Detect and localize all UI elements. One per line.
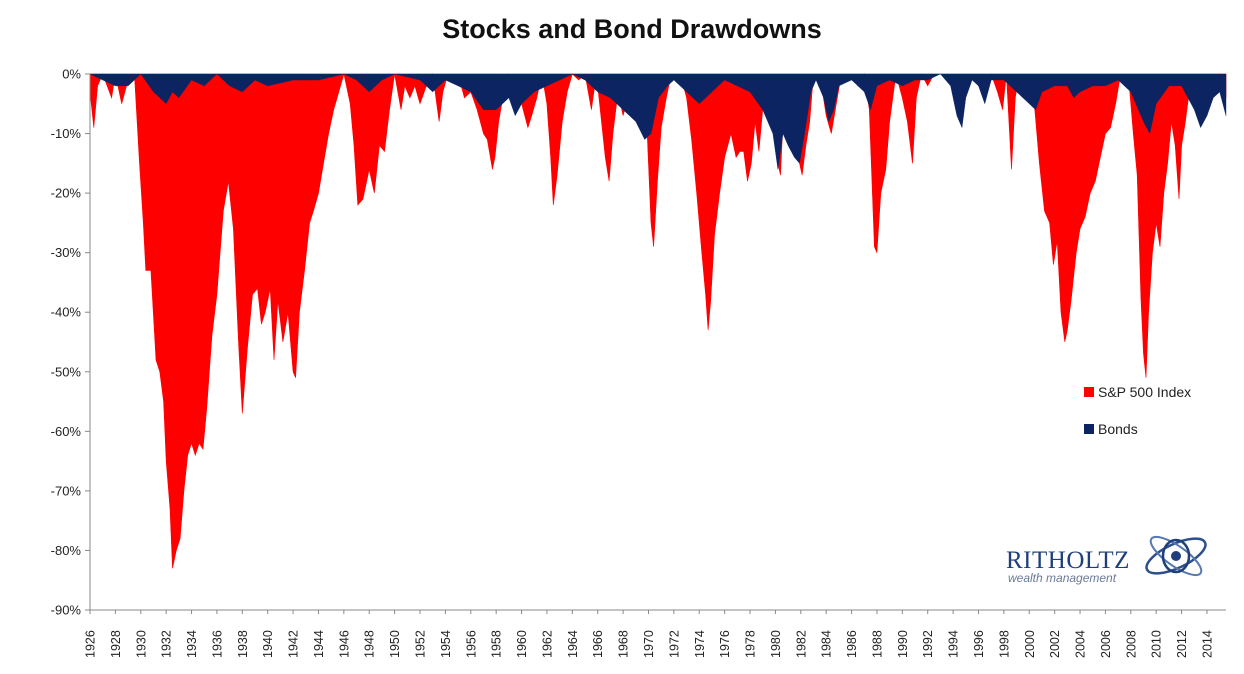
ritholtz-logo: RITHOLTZ wealth management	[1006, 535, 1207, 585]
chart-title: Stocks and Bond Drawdowns	[442, 14, 822, 44]
y-tick-label: -20%	[51, 186, 82, 201]
x-tick-label: 1994	[947, 630, 961, 658]
x-tick-label: 1938	[236, 630, 250, 658]
x-tick-label: 1998	[997, 630, 1011, 658]
x-tick-label: 1982	[794, 630, 808, 658]
x-tick-label: 2008	[1124, 630, 1138, 658]
x-tick-label: 2014	[1200, 630, 1214, 658]
x-axis: 1926 1928 1930 1932 1934 1936 1938 1940 1942 1944…	[84, 609, 1226, 658]
x-tick-label: 1952	[414, 630, 428, 658]
x-tick-label: 1942	[287, 630, 301, 658]
x-tick-label: 1934	[185, 630, 199, 658]
x-tick-label: 1950	[388, 630, 402, 658]
y-tick-label: -70%	[51, 483, 82, 498]
y-axis: 0% -10% -20% -30% -40% -50% -60% -70% -80% -90%	[51, 67, 91, 618]
x-tick-label: 1956	[464, 630, 478, 658]
plot-area	[89, 73, 1227, 569]
logo-name: RITHOLTZ	[1006, 547, 1130, 574]
series-area-bonds	[89, 73, 1227, 170]
x-tick-label: 1988	[870, 630, 884, 658]
series-area-s-p-500-index	[89, 73, 1227, 569]
x-tick-label: 1962	[540, 630, 554, 658]
x-tick-label: 2002	[1048, 630, 1062, 658]
y-tick-label: -90%	[51, 603, 82, 618]
y-tick-label: -80%	[51, 543, 82, 558]
x-tick-label: 1966	[591, 630, 605, 658]
y-tick-label: -40%	[51, 305, 82, 320]
x-tick-label: 1990	[896, 630, 910, 658]
x-tick-label: 2012	[1175, 630, 1189, 658]
logo-emblem-icon	[1145, 535, 1207, 577]
x-tick-label: 2010	[1150, 630, 1164, 658]
legend-swatch-bonds	[1084, 424, 1094, 434]
y-tick-label: -50%	[51, 364, 82, 379]
y-tick-label: -60%	[51, 424, 82, 439]
x-tick-label: 1954	[439, 630, 453, 658]
x-tick-label: 2000	[1023, 630, 1037, 658]
x-tick-label: 1948	[363, 630, 377, 658]
legend: S&P 500 Index Bonds	[1084, 384, 1191, 437]
x-tick-label: 1936	[210, 630, 224, 658]
x-tick-label: 1968	[617, 630, 631, 658]
x-tick-label: 1978	[744, 630, 758, 658]
x-tick-label: 1960	[515, 630, 529, 658]
x-tick-label: 1964	[566, 630, 580, 658]
y-tick-label: 0%	[62, 67, 81, 82]
x-tick-label: 1928	[109, 630, 123, 658]
legend-swatch-sp500	[1084, 387, 1094, 397]
x-tick-label: 1958	[490, 630, 504, 658]
x-tick-label: 1930	[134, 630, 148, 658]
x-tick-label: 1944	[312, 630, 326, 658]
x-tick-label: 1974	[693, 630, 707, 658]
x-tick-label: 2004	[1074, 630, 1088, 658]
x-tick-label: 1996	[972, 630, 986, 658]
x-tick-label: 1972	[667, 630, 681, 658]
x-tick-label: 1984	[820, 630, 834, 658]
y-tick-label: -30%	[51, 245, 82, 260]
y-tick-label: -10%	[51, 126, 82, 141]
x-tick-label: 1992	[921, 630, 935, 658]
logo-tagline: wealth management	[1008, 571, 1117, 585]
x-tick-label: 1970	[642, 630, 656, 658]
x-tick-label: 1940	[261, 630, 275, 658]
legend-label-bonds: Bonds	[1098, 421, 1138, 437]
x-tick-label: 1926	[84, 630, 98, 658]
x-tick-label: 1946	[337, 630, 351, 658]
x-tick-label: 1980	[769, 630, 783, 658]
x-tick-label: 2006	[1099, 630, 1113, 658]
legend-label-sp500: S&P 500 Index	[1098, 384, 1191, 400]
x-tick-label: 1976	[718, 630, 732, 658]
x-tick-label: 1932	[160, 630, 174, 658]
x-tick-label: 1986	[845, 630, 859, 658]
